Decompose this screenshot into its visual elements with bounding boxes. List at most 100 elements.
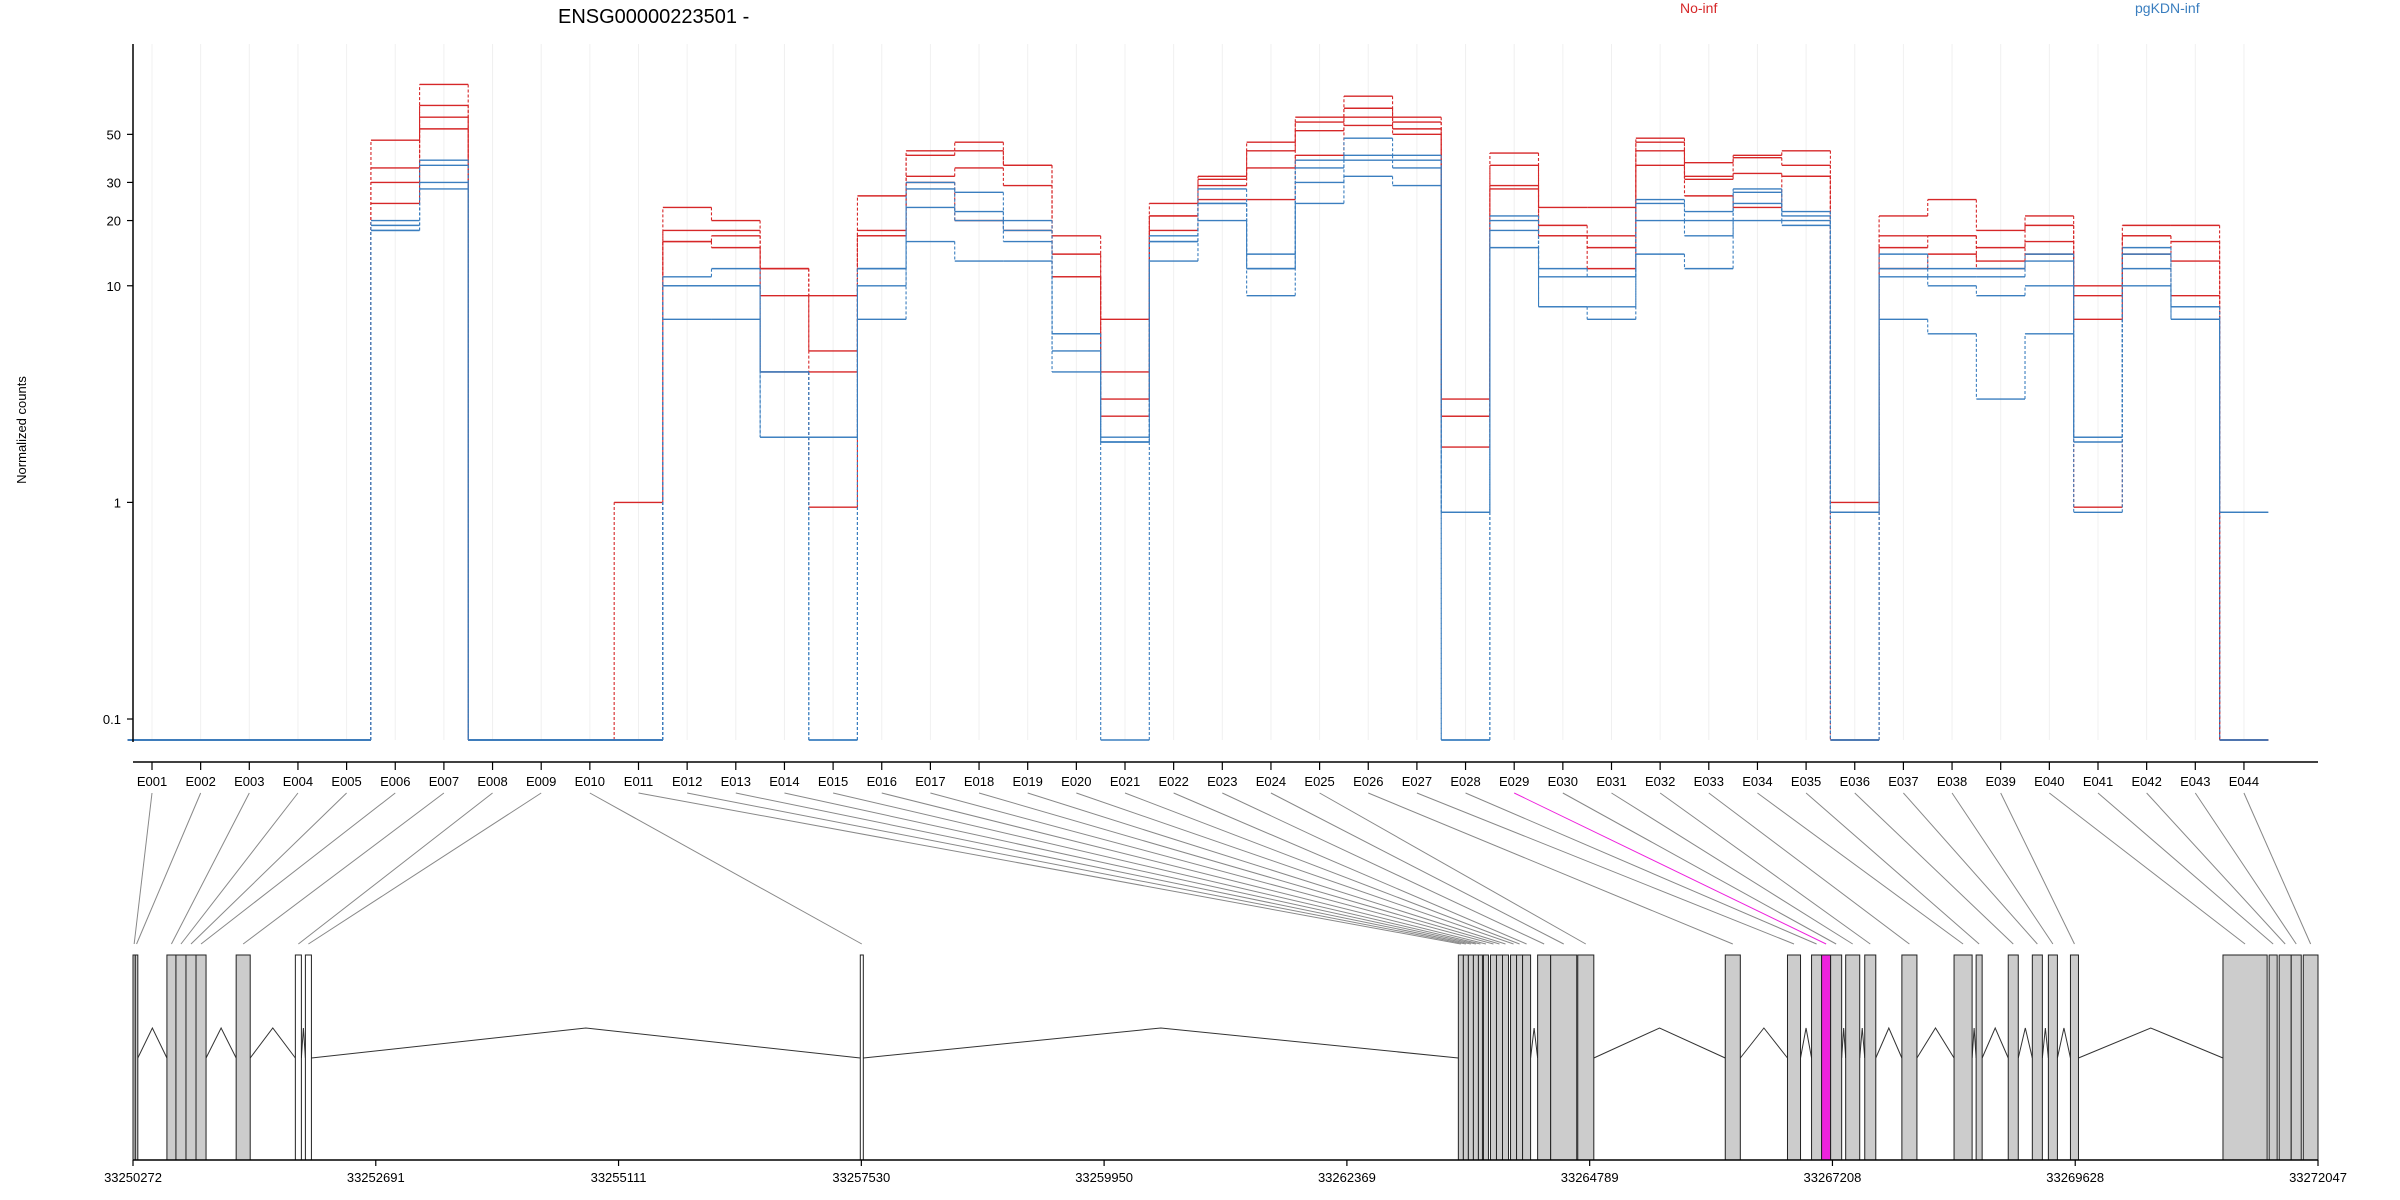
- y-axis-label: Normalized counts: [14, 376, 29, 484]
- exon-label-e026: E026: [1353, 774, 1383, 789]
- exon-connector-e037: [1903, 792, 2038, 945]
- exon-bin-e030: [1830, 954, 1843, 1161]
- ytick-label-0-1: 0.1: [103, 712, 121, 727]
- exon-bin-e043: [2290, 954, 2302, 1161]
- genomic-tick-label-7: 33267208: [1804, 1170, 1862, 1185]
- genomic-tick-label-2: 33255111: [591, 1170, 647, 1185]
- exon-label-e023: E023: [1207, 774, 1237, 789]
- exon-label-e006: E006: [380, 774, 410, 789]
- exon-bin-e002: [134, 954, 139, 1161]
- exon-bin-e013: [1467, 954, 1474, 1161]
- series-pgkdn-inf-7: [127, 175, 2269, 741]
- exon-connector-e029: [1513, 792, 1827, 945]
- intron-23: [1981, 1026, 2009, 1059]
- exon-connector-e011: [638, 792, 1461, 945]
- exon-connector-e020: [1076, 792, 1514, 945]
- exon-connector-e028: [1465, 792, 1817, 945]
- exon-bin-e007: [235, 954, 251, 1161]
- exon-bin-e031: [1845, 954, 1861, 1161]
- genomic-tick-label-9: 33272047: [2289, 1170, 2347, 1185]
- exon-label-e033: E033: [1694, 774, 1724, 789]
- exon-bin-e006: [195, 954, 207, 1161]
- intron-22: [1971, 1027, 1977, 1059]
- intron-2: [137, 1026, 168, 1059]
- exon-bin-e008: [294, 954, 302, 1161]
- exon-connector-e007: [242, 792, 445, 945]
- series-pgkdn-inf-6: [127, 159, 2269, 741]
- exon-label-e028: E028: [1450, 774, 1480, 789]
- genomic-tick-label-0: 33250272: [104, 1170, 162, 1185]
- intron-7: [311, 1027, 861, 1059]
- exon-connector-e013: [735, 792, 1471, 945]
- exon-bin-e038: [2047, 954, 2058, 1161]
- exon-label-e034: E034: [1742, 774, 1772, 789]
- ytick-label-50: 50: [107, 127, 121, 142]
- intron-15: [1739, 1027, 1788, 1059]
- exon-label-e039: E039: [1986, 774, 2016, 789]
- exon-bin-e032: [1864, 954, 1877, 1161]
- genomic-tick-label-1: 33252691: [347, 1170, 405, 1185]
- exon-bin-e019: [1502, 954, 1510, 1161]
- exon-label-e016: E016: [867, 774, 897, 789]
- exon-connector-e024: [1270, 792, 1564, 945]
- exon-ticks: E001 E002 E003 E004 E005 E006 E007 E008 E009 E010…: [137, 762, 2259, 789]
- ytick-label-10: 10: [107, 279, 121, 294]
- exon-bin-e029: [1821, 954, 1832, 1161]
- exon-connector-e025: [1319, 792, 1587, 945]
- exon-bin-e015: [1477, 954, 1483, 1161]
- exon-label-e038: E038: [1937, 774, 1967, 789]
- intron-24: [2017, 1027, 2033, 1059]
- exon-label-e012: E012: [672, 774, 702, 789]
- exon-connector-e022: [1173, 792, 1527, 945]
- exon-connector-e001: [133, 792, 153, 945]
- exon-bin-e018: [1495, 954, 1504, 1161]
- genomic-tick-label-4: 33259950: [1075, 1170, 1133, 1185]
- exon-bin-e021: [1516, 954, 1524, 1161]
- exon-bin-e028: [1811, 954, 1823, 1161]
- intron-4: [205, 1026, 237, 1059]
- exon-bin-e041: [2268, 954, 2278, 1161]
- exon-connector-e026: [1368, 792, 1733, 945]
- exon-connector-e015: [832, 792, 1481, 945]
- exon-bin-e027: [1786, 954, 1802, 1161]
- exon-bin-e005: [185, 954, 197, 1161]
- exon-label-e021: E021: [1110, 774, 1140, 789]
- exon-connector-e027: [1416, 792, 1795, 945]
- exon-connector-e030: [1562, 792, 1837, 945]
- exon-connector-e002: [136, 792, 202, 945]
- legend-label-pgkdn-inf: pgKDN-inf: [2135, 0, 2200, 16]
- genomic-tick-label-6: 33264789: [1561, 1170, 1619, 1185]
- exon-connector-e006: [200, 792, 396, 945]
- exon-connector-e010: [589, 792, 863, 945]
- intron-16: [1800, 1027, 1813, 1059]
- intron-8: [863, 1027, 1459, 1059]
- exon-label-e037: E037: [1888, 774, 1918, 789]
- exon-bin-e022: [1522, 954, 1532, 1161]
- exon-label-e027: E027: [1402, 774, 1432, 789]
- exon-connector-e014: [784, 792, 1477, 945]
- exon-connector-e041: [2097, 792, 2274, 945]
- exon-connector-e039: [2000, 792, 2075, 945]
- ytick-label-20: 20: [107, 214, 121, 229]
- exon-label-e030: E030: [1548, 774, 1578, 789]
- genomic-tick-label-8: 33269628: [2046, 1170, 2104, 1185]
- exon-bin-e003: [166, 954, 177, 1161]
- exon-connector-e019: [1027, 792, 1506, 945]
- exon-connector-e032: [1659, 792, 1871, 945]
- exon-connector-e016: [881, 792, 1487, 945]
- exon-label-e025: E025: [1304, 774, 1334, 789]
- exon-connector-e008: [298, 792, 493, 945]
- exon-bin-e012: [1462, 954, 1469, 1161]
- count-axes: [132, 44, 2318, 763]
- exon-connector-e034: [1757, 792, 1964, 945]
- exon-connector-e004: [180, 792, 299, 945]
- exon-label-e044: E044: [2229, 774, 2259, 789]
- series-lines: [127, 83, 2269, 741]
- exon-connector-e017: [930, 792, 1494, 945]
- exon-label-e032: E032: [1645, 774, 1675, 789]
- exon-bin-e040: [2222, 954, 2268, 1161]
- exon-connector-e009: [308, 792, 542, 945]
- intron-26: [2056, 1027, 2071, 1059]
- exon-connectors: [133, 792, 2312, 945]
- series-no-inf-3: [127, 124, 2269, 741]
